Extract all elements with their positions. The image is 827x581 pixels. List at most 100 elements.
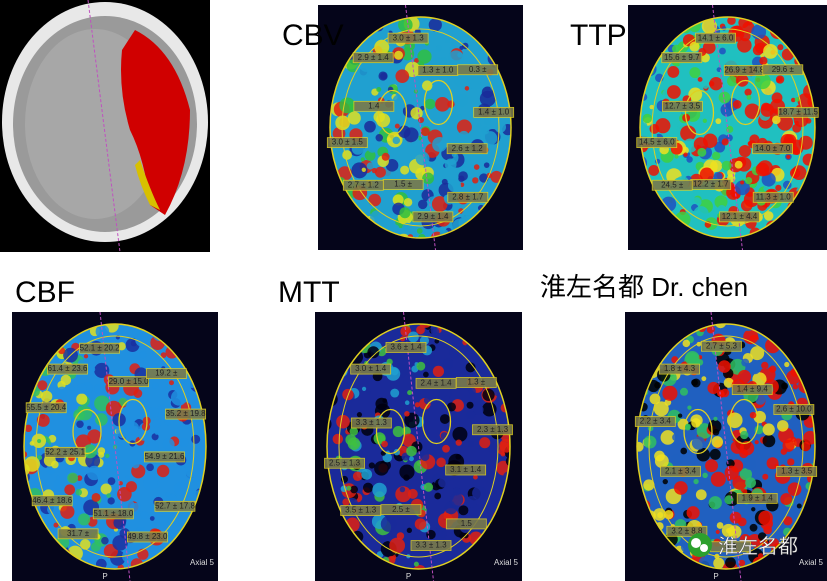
texture-blob bbox=[368, 462, 375, 469]
texture-blob bbox=[689, 41, 700, 52]
texture-blob bbox=[418, 117, 425, 124]
texture-blob bbox=[336, 414, 350, 429]
roi-label-box bbox=[350, 363, 392, 375]
texture-blob bbox=[454, 73, 468, 88]
texture-blob bbox=[449, 334, 460, 346]
texture-blob bbox=[452, 426, 468, 442]
texture-blob bbox=[374, 166, 386, 178]
roi-label-box bbox=[92, 508, 134, 520]
texture-blob bbox=[100, 483, 112, 495]
texture-blob bbox=[467, 440, 475, 448]
texture-blob bbox=[494, 121, 507, 133]
posterior-label: P bbox=[102, 572, 107, 581]
texture-blob bbox=[429, 354, 436, 361]
texture-blob bbox=[131, 460, 140, 469]
texture-blob bbox=[374, 39, 390, 55]
texture-blob bbox=[752, 44, 764, 56]
roi-label: 2.3 ± 1.3 bbox=[477, 425, 509, 434]
texture-blob bbox=[414, 57, 420, 64]
texture-blob bbox=[332, 433, 344, 445]
texture-blob bbox=[777, 114, 793, 131]
roi-label: 2.6 ± 1.2 bbox=[452, 144, 484, 153]
roi-label-box bbox=[387, 32, 429, 44]
texture-blob bbox=[442, 444, 450, 453]
texture-blob bbox=[380, 72, 388, 80]
texture-blob bbox=[716, 522, 724, 529]
texture-blob bbox=[131, 432, 136, 437]
texture-blob bbox=[408, 456, 414, 462]
texture-blob bbox=[696, 341, 702, 347]
texture-blob bbox=[106, 493, 111, 498]
texture-blob bbox=[693, 478, 699, 485]
texture-blob bbox=[763, 525, 773, 535]
texture-blob bbox=[775, 184, 782, 191]
texture-blob bbox=[24, 424, 33, 433]
brain-outline bbox=[329, 16, 512, 239]
brain-outline-inner bbox=[648, 335, 804, 558]
texture-blob bbox=[149, 516, 155, 521]
texture-blob bbox=[787, 482, 802, 497]
roi-label-box bbox=[447, 191, 489, 203]
roi-label-box bbox=[636, 137, 678, 149]
texture-blob bbox=[410, 107, 423, 120]
roi-label: 14.5 ± 6.0 bbox=[639, 138, 675, 147]
roi-label-box bbox=[762, 64, 804, 76]
texture-blob bbox=[454, 93, 469, 107]
posterior-label: P bbox=[713, 572, 718, 581]
roi-label-box bbox=[752, 143, 794, 155]
texture-blob bbox=[762, 423, 775, 436]
texture-blob bbox=[709, 77, 723, 91]
texture-blob bbox=[77, 331, 89, 343]
midline bbox=[99, 311, 131, 581]
texture-blob bbox=[742, 53, 752, 62]
roi-left bbox=[684, 89, 715, 136]
texture-blob bbox=[366, 162, 374, 170]
texture-blob bbox=[399, 486, 406, 493]
texture-blob bbox=[701, 353, 718, 370]
roi-label-box bbox=[326, 137, 368, 149]
texture-blob bbox=[719, 47, 726, 55]
texture-blob bbox=[442, 122, 454, 135]
texture-blob bbox=[431, 196, 448, 212]
roi-label-box bbox=[144, 451, 185, 463]
roi-label: 52.1 ± 20.2 bbox=[80, 343, 121, 352]
roi-label: 55.5 ± 20.4 bbox=[26, 403, 67, 412]
texture-blob bbox=[640, 122, 648, 129]
texture-blob bbox=[431, 160, 441, 170]
texture-blob bbox=[154, 430, 159, 435]
texture-blob bbox=[101, 536, 109, 545]
texture-blob bbox=[37, 455, 43, 461]
texture-blob bbox=[466, 401, 474, 409]
texture-blob bbox=[642, 113, 653, 124]
texture-blob bbox=[691, 418, 701, 428]
texture-blob bbox=[391, 224, 400, 233]
texture-blob bbox=[381, 152, 390, 161]
texture-blob bbox=[173, 482, 188, 496]
texture-blob bbox=[334, 157, 340, 163]
roi-label: 46.4 ± 18.6 bbox=[32, 496, 73, 505]
texture-blob bbox=[342, 498, 350, 506]
texture-blob bbox=[87, 429, 102, 444]
roi-right bbox=[421, 398, 452, 445]
texture-blob bbox=[455, 439, 462, 446]
roi-left bbox=[683, 408, 713, 455]
axial-label: Axial 5 bbox=[799, 558, 824, 567]
texture-blob bbox=[442, 358, 454, 370]
texture-blob bbox=[468, 387, 476, 395]
texture-blob bbox=[146, 440, 159, 454]
roi-label: 29.0 ± 15.0 bbox=[109, 377, 150, 386]
roi-label-box bbox=[57, 528, 99, 540]
texture-blob bbox=[78, 405, 93, 421]
texture-blob bbox=[428, 18, 442, 32]
texture-blob bbox=[489, 77, 505, 93]
texture-blob bbox=[164, 418, 172, 426]
roi-label: 3.0 ± 1.4 bbox=[355, 364, 387, 373]
texture-blob bbox=[794, 97, 800, 102]
texture-blob bbox=[416, 228, 423, 234]
roi-label-box bbox=[445, 464, 487, 476]
texture-blob bbox=[483, 117, 492, 126]
roi-label: 1.8 ± 4.3 bbox=[664, 364, 696, 373]
texture-blob bbox=[472, 177, 479, 184]
roi-label: 24.5 ± bbox=[661, 180, 684, 189]
texture-blob bbox=[395, 69, 410, 84]
